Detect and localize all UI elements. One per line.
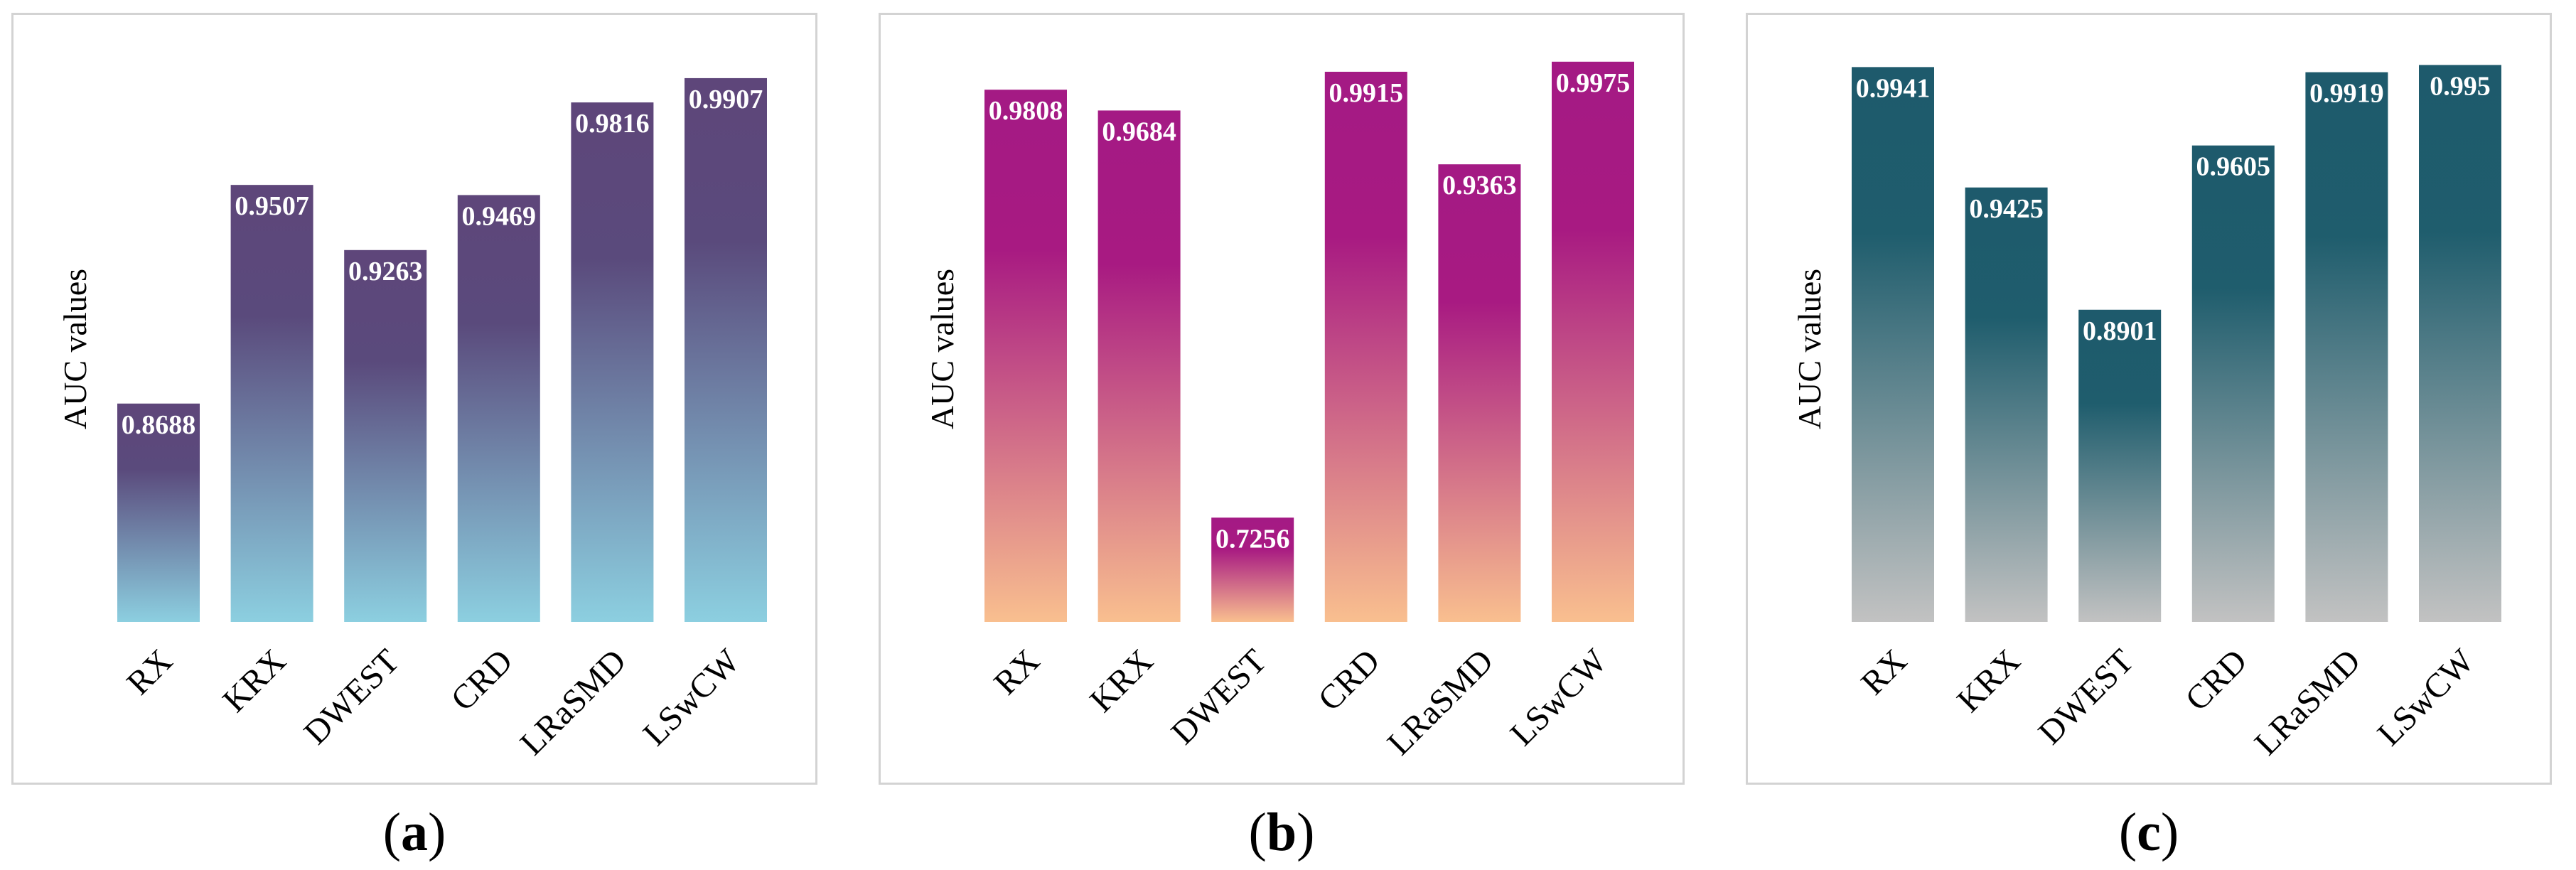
- caption-a: (a): [382, 802, 446, 862]
- bar-value-label-lrasmd: 0.9363: [1442, 171, 1516, 200]
- x-tick-label-lrasmd: LRaSMD: [2248, 642, 2368, 762]
- bar-value-label-lrasmd: 0.9919: [2309, 79, 2384, 109]
- bar-value-label-crd: 0.9469: [462, 201, 537, 231]
- bar-value-label-crd: 0.9915: [1329, 78, 1404, 108]
- bar-value-label-rx: 0.9808: [989, 96, 1063, 126]
- y-axis-title: AUC values: [1791, 269, 1828, 429]
- x-tick-label-krx: KRX: [1950, 642, 2027, 719]
- bar-rx: [984, 90, 1067, 622]
- x-tick-label-dwest: DWEST: [297, 642, 407, 751]
- bar-value-label-dwest: 0.7256: [1215, 524, 1290, 554]
- chart-svg-c: AUC values 0.9941 RX 0.9425 KRX 0.8901 DWEST 0.…: [1791, 65, 2501, 763]
- bar-crd: [2191, 145, 2275, 623]
- bar-value-label-dwest: 0.9263: [348, 257, 423, 286]
- bar-value-label-rx: 0.8688: [122, 410, 196, 440]
- bar-value-label-krx: 0.9425: [1969, 194, 2044, 224]
- y-axis-title: AUC values: [924, 269, 960, 429]
- x-tick-label-lswcw: LSwCW: [636, 642, 748, 753]
- x-tick-label-dwest: DWEST: [2032, 642, 2141, 751]
- chart-svg-b: AUC values 0.9808 RX 0.9684 KRX 0.7256 DWEST 0.…: [924, 61, 1634, 763]
- bar-krx: [230, 185, 313, 622]
- chart-panel-a: AUC values 0.8688 RX 0.9507 KRX 0.9263 DWEST 0.…: [11, 13, 817, 785]
- x-tick-label-lswcw: LSwCW: [2371, 642, 2482, 753]
- chart-svg-a: AUC values 0.8688 RX 0.9507 KRX 0.9263 DWEST 0.…: [57, 77, 767, 763]
- x-tick-label-crd: CRD: [444, 642, 520, 718]
- x-tick-label-rx: RX: [987, 642, 1047, 702]
- chart-panel-b: AUC values 0.9808 RX 0.9684 KRX 0.7256 DWEST 0.…: [879, 13, 1685, 785]
- bar-value-label-lswcw: 0.9975: [1556, 68, 1631, 98]
- x-tick-label-dwest: DWEST: [1164, 642, 1274, 751]
- bar-lswcw: [2419, 65, 2501, 622]
- bar-krx: [1098, 110, 1181, 622]
- bar-krx: [1965, 187, 2048, 622]
- bar-value-label-krx: 0.9684: [1102, 117, 1176, 146]
- bar-crd: [1324, 71, 1407, 622]
- bar-rx: [117, 403, 200, 622]
- caption-b-letter: b: [1266, 802, 1297, 862]
- bar-value-label-krx: 0.9507: [235, 191, 309, 221]
- bar-dwest: [344, 249, 427, 623]
- chart-panel-c: AUC values 0.9941 RX 0.9425 KRX 0.8901 DWEST 0.…: [1746, 13, 2552, 785]
- caption-c-letter: c: [2137, 802, 2161, 862]
- x-tick-label-lswcw: LSwCW: [1503, 642, 1615, 753]
- x-tick-label-crd: CRD: [2178, 642, 2254, 718]
- x-tick-label-krx: KRX: [215, 642, 293, 719]
- x-tick-label-rx: RX: [119, 642, 180, 702]
- caption-a-letter: a: [401, 802, 428, 862]
- y-axis-title: AUC values: [57, 269, 93, 429]
- bar-rx: [1852, 67, 1934, 623]
- x-tick-label-krx: KRX: [1083, 642, 1160, 719]
- bar-dwest: [1211, 517, 1294, 622]
- bar-value-label-lswcw: 0.995: [2430, 71, 2491, 101]
- bar-value-label-lswcw: 0.9907: [689, 85, 763, 114]
- x-tick-label-lrasmd: LRaSMD: [1380, 642, 1501, 762]
- bar-value-label-rx: 0.9941: [1856, 73, 1931, 103]
- caption-b: (b): [1248, 802, 1315, 862]
- bar-crd: [457, 195, 540, 622]
- bar-value-label-lrasmd: 0.9816: [575, 109, 650, 139]
- bar-lswcw: [685, 77, 767, 623]
- bar-lswcw: [1552, 61, 1634, 623]
- x-tick-label-rx: RX: [1854, 642, 1914, 702]
- caption-c: (c): [2118, 802, 2179, 862]
- bar-lrasmd: [571, 102, 654, 622]
- bar-lrasmd: [2305, 72, 2388, 622]
- x-tick-label-crd: CRD: [1311, 642, 1387, 718]
- bar-value-label-dwest: 0.8901: [2083, 316, 2157, 346]
- x-tick-label-lrasmd: LRaSMD: [513, 642, 633, 762]
- bar-dwest: [2078, 309, 2162, 622]
- bar-value-label-crd: 0.9605: [2196, 152, 2271, 182]
- bar-lrasmd: [1438, 164, 1521, 623]
